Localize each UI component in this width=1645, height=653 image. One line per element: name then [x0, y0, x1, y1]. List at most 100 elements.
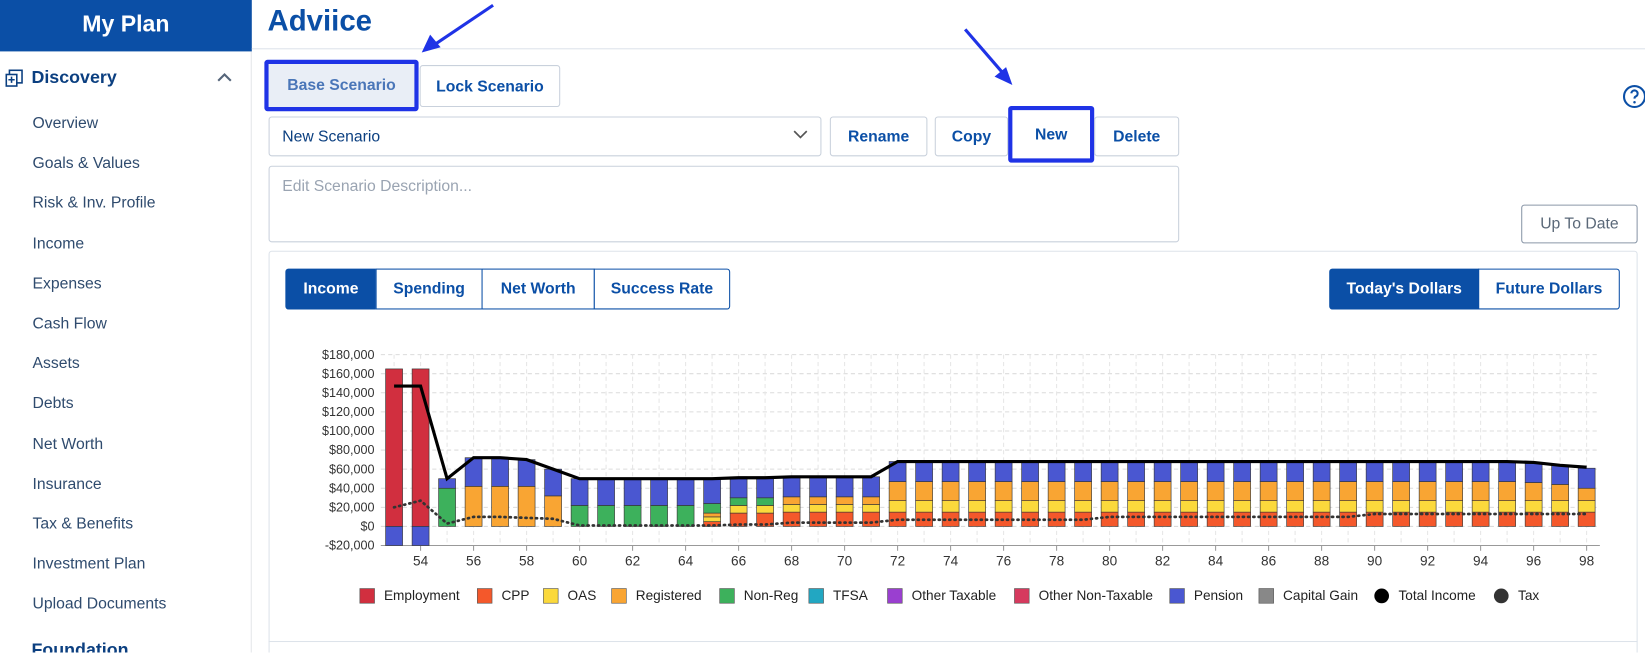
y-tick-label: -$20,000 [325, 539, 375, 553]
bar-segment [1418, 481, 1437, 501]
nav-item[interactable]: Risk & Inv. Profile [32, 194, 156, 213]
bar-segment [650, 505, 668, 527]
nav-item[interactable]: Goals & Values [32, 154, 140, 173]
bar-segment [1127, 500, 1145, 513]
bar-segment [1127, 481, 1145, 501]
bar-segment [888, 481, 907, 501]
y-tick-label: $100,000 [322, 424, 374, 438]
legend-swatch [1258, 588, 1274, 604]
bar-segment [703, 516, 721, 522]
bar-segment [676, 505, 695, 527]
x-tick-label: 90 [1367, 553, 1383, 568]
bar-segment [1498, 500, 1516, 513]
action-button[interactable]: Copy [934, 116, 1009, 157]
scenario-select[interactable]: New Scenario [268, 116, 822, 157]
section-title[interactable]: Foundation [31, 639, 129, 653]
action-button[interactable]: Delete [1094, 116, 1180, 157]
bar-segment [703, 512, 721, 518]
bar-segment [1418, 500, 1437, 513]
nav-item[interactable]: Cash Flow [32, 314, 107, 333]
chart-panel [268, 250, 1638, 653]
bar-segment [1100, 500, 1119, 513]
description-input[interactable]: Edit Scenario Description... [268, 165, 1180, 243]
nav-item[interactable]: Insurance [32, 475, 102, 493]
bar-segment [994, 500, 1013, 513]
view-tab[interactable]: Success Rate [593, 268, 731, 310]
bar-segment [1259, 511, 1278, 527]
nav-item[interactable]: Tax & Benefits [32, 515, 134, 533]
bar-segment [1100, 511, 1119, 527]
x-tick-label: 82 [1155, 553, 1170, 568]
bar-segment [1127, 511, 1145, 527]
y-tick-label: $0 [361, 520, 375, 534]
view-tab[interactable]: Spending [375, 268, 483, 310]
dropdown-caret[interactable] [793, 129, 808, 139]
status-button[interactable]: Up To Date [1521, 204, 1638, 244]
chevron-up[interactable] [216, 71, 233, 84]
bar-segment [1471, 461, 1490, 482]
bar-segment [1153, 461, 1172, 482]
bar-segment [1153, 500, 1172, 513]
x-tick-label: 54 [413, 553, 429, 568]
sidebar: My Plan Discovery Overview Goals & Values… [0, 0, 252, 653]
action-button[interactable]: Rename [829, 116, 928, 157]
y-tick-label: $20,000 [329, 501, 374, 515]
bar-segment [1100, 481, 1119, 501]
bar-segment [1524, 463, 1543, 483]
nav-item[interactable]: Upload Documents [32, 595, 167, 614]
nav-item[interactable]: Assets [32, 354, 80, 373]
tab-button[interactable]: Lock Scenario [419, 65, 561, 108]
legend-item: Registered [611, 588, 702, 604]
nav-item[interactable]: Debts [32, 394, 74, 413]
bar-segment [915, 481, 933, 501]
section-title[interactable]: Discovery [31, 67, 117, 88]
view-tab[interactable]: Income [285, 268, 377, 310]
bar-segment [809, 496, 827, 505]
x-tick-label: 58 [519, 553, 534, 568]
x-tick-label: 74 [943, 553, 959, 568]
dollar-tab[interactable]: Future Dollars [1478, 268, 1620, 310]
nav-item[interactable]: Income [32, 234, 85, 253]
x-tick-label: 64 [678, 553, 694, 568]
legend-label: Employment [384, 588, 460, 603]
nav-item[interactable]: Net Worth [32, 434, 104, 453]
sidebar-title: My Plan [0, 0, 252, 52]
bar-segment [623, 505, 642, 527]
bar-segment [1259, 461, 1278, 482]
bar-segment [1233, 461, 1251, 482]
y-tick-label: $140,000 [322, 386, 374, 400]
bar-segment [809, 504, 827, 513]
action-button[interactable]: New [1008, 105, 1095, 163]
bar-segment [703, 503, 721, 514]
x-tick-label: 80 [1102, 553, 1118, 568]
bar-segment [385, 368, 403, 527]
dollar-tab[interactable]: Today's Dollars [1329, 268, 1480, 310]
bar-segment [968, 500, 986, 513]
nav-item[interactable]: Overview [32, 114, 99, 133]
bar-segment [782, 504, 801, 513]
bar-segment [1392, 500, 1410, 513]
legend-label: OAS [568, 588, 597, 603]
bar-segment [1365, 500, 1384, 513]
legend-item: Other Non-Taxable [1014, 588, 1153, 604]
nav-item[interactable]: Expenses [32, 274, 102, 293]
bar-segment [1180, 481, 1198, 501]
y-tick-label: $40,000 [329, 481, 374, 495]
bar-segment [411, 526, 430, 546]
tab-button[interactable]: Base Scenario [264, 59, 419, 112]
bar-segment [782, 476, 801, 498]
bar-segment [941, 500, 960, 513]
bar-segment [756, 497, 774, 506]
bar-segment [491, 486, 509, 527]
nav-item[interactable]: Investment Plan [32, 555, 146, 574]
bar-segment [1339, 481, 1357, 501]
bar-segment [676, 478, 695, 506]
help-icon[interactable] [1622, 84, 1645, 109]
legend-swatch [543, 588, 559, 604]
bar-segment [1312, 500, 1331, 513]
bar-segment [1021, 481, 1039, 501]
bar-segment [597, 505, 615, 527]
legend-swatch [887, 588, 903, 604]
legend-marker [1374, 588, 1390, 604]
view-tab[interactable]: Net Worth [481, 268, 595, 310]
